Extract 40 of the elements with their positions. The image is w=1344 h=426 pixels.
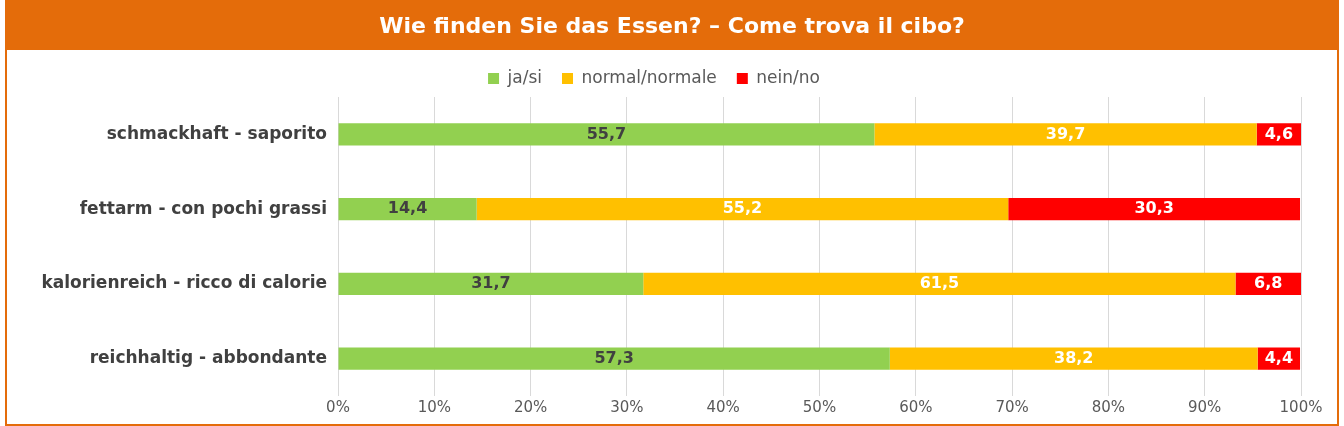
- data-label: 6,8: [1254, 273, 1283, 293]
- bar: [889, 347, 1258, 370]
- x-tick-label: 30%: [610, 397, 644, 416]
- data-label: 57,3: [594, 347, 634, 367]
- data-label: 14,4: [387, 198, 428, 218]
- x-tick-label: 90%: [1188, 397, 1222, 416]
- y-tick-label: reichhaltig - abbondante: [89, 347, 327, 368]
- data-label: 55,7: [586, 123, 627, 143]
- x-tick-label: 0%: [326, 397, 350, 416]
- data-label: 4,6: [1264, 123, 1294, 143]
- x-tick-label: 80%: [1091, 397, 1126, 416]
- y-tick-label: schmackhaft - saporito: [106, 122, 327, 143]
- bar: [338, 347, 890, 370]
- legend-label: normal/normale: [581, 66, 717, 87]
- chart-title: Wie finden Sie das Essen? – Come trova il cibo?: [7, 0, 1337, 50]
- x-tick-label: 40%: [706, 397, 740, 416]
- data-label: 30,3: [1134, 198, 1174, 218]
- data-label: 31,7: [471, 273, 511, 293]
- x-tick-label: 10%: [417, 397, 451, 416]
- x-tick-label: 60%: [899, 397, 933, 416]
- bar: [338, 197, 477, 221]
- y-tick-label: kalorienreich - ricco di calorie: [41, 272, 327, 293]
- bar: [1008, 197, 1301, 221]
- bar: [874, 123, 1257, 146]
- y-tick-label: fettarm - con pochi grassi: [79, 197, 327, 218]
- bar: [643, 272, 1236, 296]
- data-label: 39,7: [1045, 123, 1086, 143]
- bar: [338, 123, 875, 146]
- x-tick-label: 20%: [513, 397, 548, 416]
- data-label: 38,2: [1053, 347, 1094, 367]
- x-tick-label: 50%: [802, 397, 837, 416]
- data-label: 61,5: [919, 273, 960, 293]
- bar: [476, 197, 1009, 221]
- legend-label: ja/si: [506, 66, 542, 87]
- legend-label: nein/no: [756, 66, 820, 87]
- data-label: 55,2: [722, 198, 763, 218]
- x-tick-label: 70%: [995, 397, 1029, 416]
- bar: [338, 272, 644, 296]
- data-label: 4,4: [1264, 347, 1294, 367]
- x-tick-label: 100%: [1279, 397, 1323, 416]
